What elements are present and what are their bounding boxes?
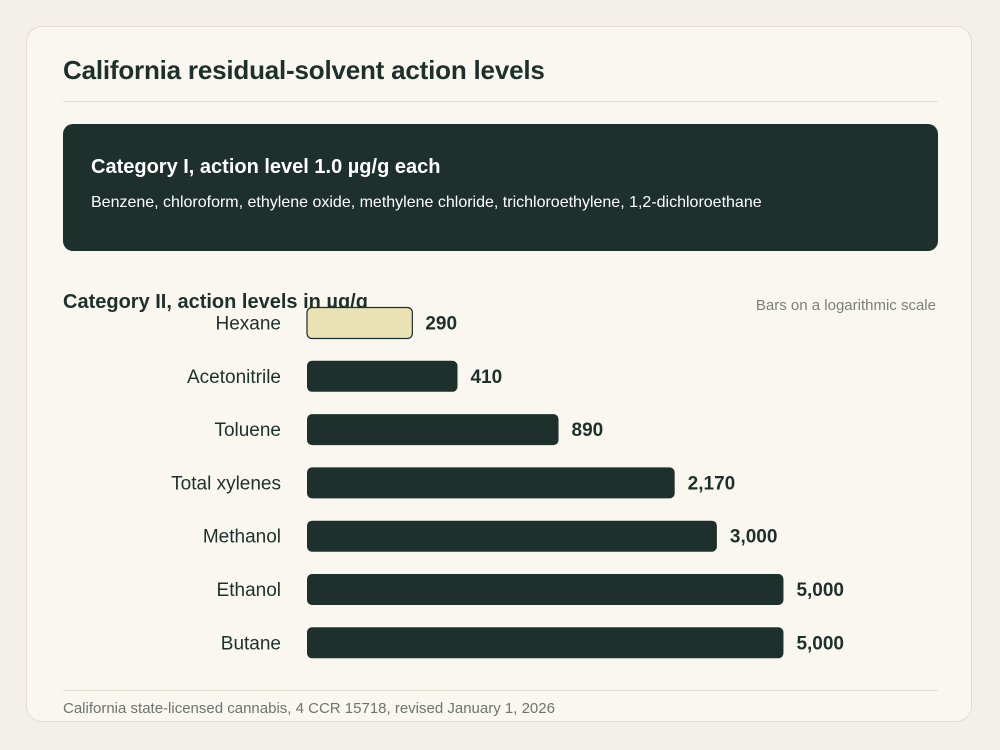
category-1-solvent-list: Benzene, chloroform, ethylene oxide, met… (91, 194, 762, 211)
bar-butane (307, 627, 784, 659)
value-label-toluene: 890 (572, 420, 604, 441)
bar-hexane (306, 306, 413, 340)
bar-methanol (307, 520, 717, 552)
category-label-acetonitrile: Acetonitrile (187, 367, 281, 388)
title-divider (63, 101, 938, 102)
category-label-hexane: Hexane (216, 314, 282, 335)
category-label-butane: Butane (221, 633, 281, 654)
value-label-total-xylenes: 2,170 (688, 473, 736, 494)
bar-total-xylenes (307, 467, 675, 499)
category-2-heading: Category II, action levels in µg/g (63, 291, 368, 313)
chart-card: California residual-solvent action level… (26, 26, 972, 722)
category-label-total-xylenes: Total xylenes (171, 473, 281, 494)
value-label-hexane: 290 (425, 314, 457, 335)
bar-ethanol (307, 574, 784, 605)
category-1-panel: Category I, action level 1.0 µg/g each B… (63, 124, 938, 251)
scale-note: Bars on a logarithmic scale (755, 297, 936, 314)
value-label-acetonitrile: 410 (470, 367, 502, 388)
footer-divider (63, 690, 938, 691)
page-title: California residual-solvent action level… (63, 55, 545, 85)
category-label-ethanol: Ethanol (217, 580, 281, 601)
bar-acetonitrile (307, 360, 458, 392)
value-label-butane: 5,000 (796, 633, 844, 654)
value-label-ethanol: 5,000 (796, 580, 844, 601)
source-note: California state-licensed cannabis, 4 CC… (63, 700, 555, 717)
category-2-bar-chart: Hexane 290 Acetonitrile 410 Toluene 890 Total … (171, 306, 844, 659)
category-label-methanol: Methanol (203, 527, 281, 548)
category-label-toluene: Toluene (214, 420, 281, 441)
bar-toluene (307, 414, 559, 446)
category-1-heading: Category I, action level 1.0 µg/g each (91, 156, 441, 178)
value-label-methanol: 3,000 (730, 527, 778, 548)
